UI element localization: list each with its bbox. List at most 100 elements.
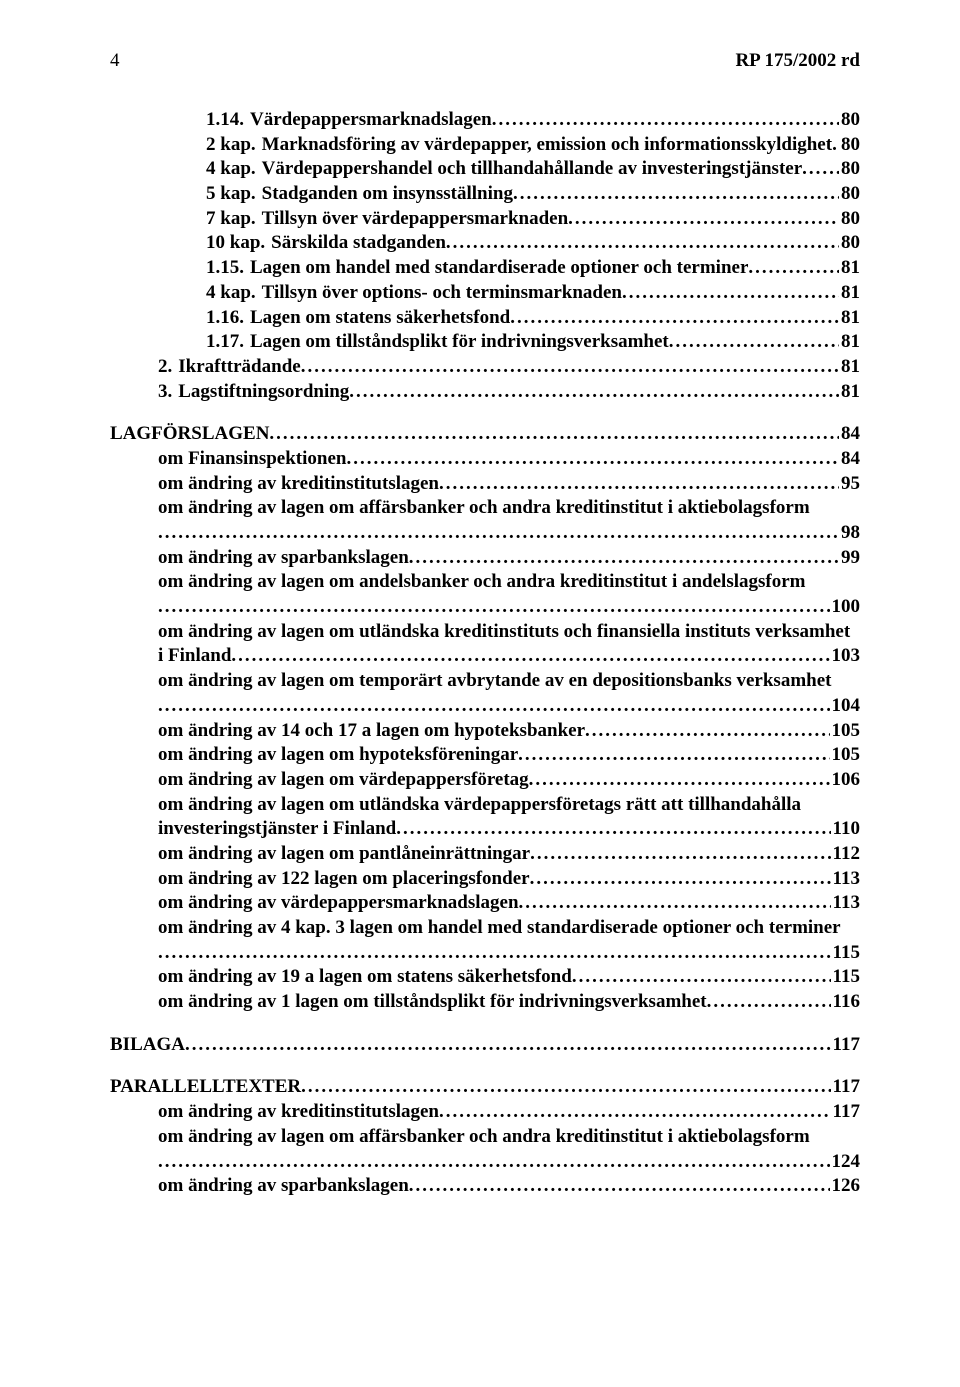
toc-entry: 2.Ikraftträdande........................… — [110, 355, 860, 380]
toc-entry: om ändring av lagen om affärsbanker och … — [110, 496, 860, 521]
leader-dots: ........................................… — [585, 719, 829, 744]
toc-entry: om ändring av lagen om affärsbanker och … — [110, 1125, 860, 1150]
toc-leader-row: ........................................… — [110, 521, 860, 546]
toc-entry: 1.14.Värdepappersmarknadslagen..........… — [110, 108, 860, 133]
toc-page: 81 — [839, 256, 860, 281]
toc-text: om ändring av kreditinstitutslagen — [158, 472, 439, 497]
leader-dots: ........................................… — [513, 182, 839, 207]
toc-number: 5 kap. — [206, 182, 262, 207]
toc-number: 3. — [158, 380, 178, 405]
toc-leader-row: ........................................… — [110, 1150, 860, 1175]
leader-dots: ........................................… — [158, 941, 831, 966]
toc-entry: 5 kap.Stadganden om insynsställning.....… — [110, 182, 860, 207]
toc-text: om ändring av lagen om utländska krediti… — [158, 620, 850, 645]
leader-dots: ........................................… — [669, 330, 839, 355]
toc-text: i Finland — [158, 644, 231, 669]
toc-entry: 4 kap.Värdepappershandel och tillhandahå… — [110, 157, 860, 182]
toc-text: om ändring av 19 a lagen om statens säke… — [158, 965, 572, 990]
toc-entry: om ändring av kreditinstitutslagen......… — [110, 1100, 860, 1125]
toc-text: Värdepappersmarknadslagen — [250, 108, 492, 133]
page-number: 4 — [110, 50, 120, 72]
toc-entry: om ändring av värdepappersmarknadslagen.… — [110, 891, 860, 916]
toc-page: 81 — [839, 306, 860, 331]
toc-page: 80 — [839, 231, 860, 256]
toc-page: 110 — [831, 817, 860, 842]
leader-dots: ........................................… — [622, 281, 839, 306]
toc-number: 2. — [158, 355, 178, 380]
toc-text: om ändring av 122 lagen om placeringsfon… — [158, 867, 530, 892]
leader-dots: ........................................… — [529, 768, 830, 793]
toc-text: om ändring av kreditinstitutslagen — [158, 1100, 439, 1125]
toc-page: 105 — [830, 719, 861, 744]
toc-page: 100 — [830, 595, 861, 620]
toc-page: 126 — [830, 1174, 861, 1199]
toc-text: om ändring av lagen om andelsbanker och … — [158, 570, 805, 595]
toc-entry: om ändring av 14 och 17 a lagen om hypot… — [110, 719, 860, 744]
leader-dots: ........................................… — [269, 422, 839, 447]
toc-page: 116 — [831, 990, 860, 1015]
leader-dots: ........................................… — [158, 694, 830, 719]
toc-page: 80 — [839, 207, 860, 232]
leader-dots: ........................................… — [158, 521, 839, 546]
toc-leader-row: ........................................… — [110, 595, 860, 620]
toc-number: 2 kap. — [206, 133, 262, 158]
toc-entry: 2 kap.Marknadsföring av värdepapper, emi… — [110, 133, 860, 158]
toc-page: 103 — [830, 644, 861, 669]
toc-text: Lagstiftningsordning — [178, 380, 349, 405]
leader-dots: ........................................… — [832, 133, 839, 158]
toc-number: 10 kap. — [206, 231, 271, 256]
toc-page: 81 — [839, 355, 860, 380]
leader-dots: ........................................… — [185, 1033, 831, 1058]
toc-entry: om ändring av 19 a lagen om statens säke… — [110, 965, 860, 990]
toc-text: om ändring av värdepappersmarknadslagen — [158, 891, 519, 916]
toc-text: om ändring av sparbankslagen — [158, 546, 409, 571]
toc-entry: om ändring av lagen om pantlåneinrättnin… — [110, 842, 860, 867]
toc-page: 115 — [831, 965, 860, 990]
toc-number: 1.15. — [206, 256, 250, 281]
toc-text: om ändring av 14 och 17 a lagen om hypot… — [158, 719, 585, 744]
toc-page: 105 — [830, 743, 861, 768]
leader-dots: ........................................… — [158, 595, 830, 620]
toc-text: Lagen om handel med standardiserade opti… — [250, 256, 748, 281]
toc-page: 99 — [839, 546, 860, 571]
toc-page: 117 — [831, 1033, 860, 1058]
toc-entry: BILAGA..................................… — [110, 1033, 860, 1058]
toc-text: Stadganden om insynsställning — [262, 182, 513, 207]
toc-entry: om ändring av 4 kap. 3 lagen om handel m… — [110, 916, 860, 941]
toc-text: om Finansinspektionen — [158, 447, 346, 472]
leader-dots: ........................................… — [572, 965, 831, 990]
leader-dots: ........................................… — [301, 355, 839, 380]
toc-number: 4 kap. — [206, 157, 262, 182]
toc-entry: om ändring av sparbankslagen............… — [110, 546, 860, 571]
toc-entry: LAGFÖRSLAGEN............................… — [110, 422, 860, 447]
leader-dots: ........................................… — [530, 867, 831, 892]
leader-dots: ........................................… — [492, 108, 839, 133]
toc-number: 7 kap. — [206, 207, 262, 232]
toc-text: om ändring av 4 kap. 3 lagen om handel m… — [158, 916, 841, 941]
toc-entry: 1.16.Lagen om statens säkerhetsfond.....… — [110, 306, 860, 331]
toc-entry: om ändring av lagen om temporärt avbryta… — [110, 669, 860, 694]
toc-text: om ändring av lagen om temporärt avbryta… — [158, 669, 831, 694]
toc-entry: ........................................… — [110, 941, 860, 966]
toc-page: 80 — [839, 182, 860, 207]
toc-entry: 4 kap.Tillsyn över options- och terminsm… — [110, 281, 860, 306]
leader-dots: ........................................… — [396, 817, 830, 842]
toc-text: PARALLELLTEXTER — [110, 1075, 301, 1100]
toc-page: 98 — [839, 521, 860, 546]
toc-text: om ändring av 1 lagen om tillståndsplikt… — [158, 990, 707, 1015]
toc-text: investeringstjänster i Finland — [158, 817, 396, 842]
toc-page: 113 — [831, 867, 860, 892]
leader-dots: ........................................… — [409, 1174, 830, 1199]
toc-text: BILAGA — [110, 1033, 185, 1058]
toc-page: 104 — [830, 694, 861, 719]
toc-text: om ändring av lagen om affärsbanker och … — [158, 496, 810, 521]
toc-text: Värdepappershandel och tillhandahållande… — [262, 157, 803, 182]
toc-text: om ändring av lagen om värdepappersföret… — [158, 768, 529, 793]
toc-entry: om ändring av lagen om hypoteksföreninga… — [110, 743, 860, 768]
toc-entry: 1.15.Lagen om handel med standardiserade… — [110, 256, 860, 281]
toc-page: 113 — [831, 891, 860, 916]
toc-text: Lagen om tillståndsplikt för indrivnings… — [250, 330, 669, 355]
toc-entry: om ändring av 122 lagen om placeringsfon… — [110, 867, 860, 892]
toc-number: 1.17. — [206, 330, 250, 355]
toc-text: om ändring av lagen om affärsbanker och … — [158, 1125, 810, 1150]
